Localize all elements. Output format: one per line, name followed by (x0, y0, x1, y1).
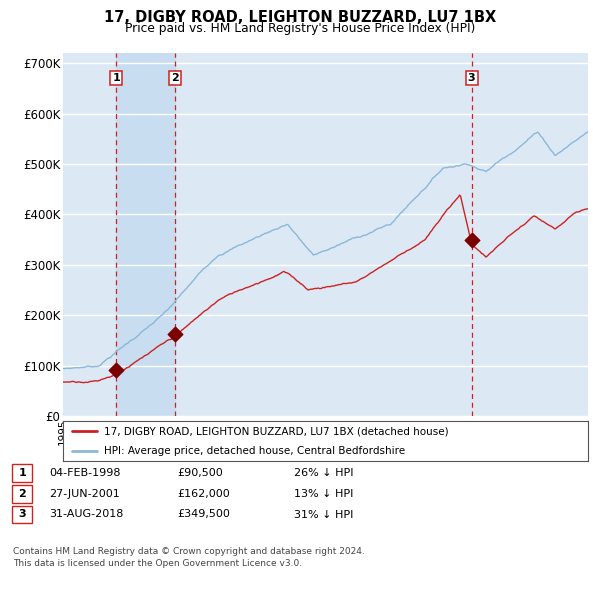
Point (170, 330, 180, 339)
Text: HPI: Average price, detached house, Central Bedfordshire: HPI: Average price, detached house, Cent… (104, 447, 405, 456)
Point (112, 366, 121, 375)
Text: 31% ↓ HPI: 31% ↓ HPI (294, 510, 353, 519)
Bar (116, 53, 175, 416)
Text: 2: 2 (171, 73, 179, 83)
Text: 27-JUN-2001: 27-JUN-2001 (49, 489, 120, 499)
Text: 26% ↓ HPI: 26% ↓ HPI (294, 468, 353, 478)
Text: 31-AUG-2018: 31-AUG-2018 (49, 510, 124, 519)
Text: Contains HM Land Registry data © Crown copyright and database right 2024.: Contains HM Land Registry data © Crown c… (13, 548, 365, 556)
Text: 17, DIGBY ROAD, LEIGHTON BUZZARD, LU7 1BX: 17, DIGBY ROAD, LEIGHTON BUZZARD, LU7 1B… (104, 10, 496, 25)
Text: 2: 2 (19, 489, 26, 499)
Text: This data is licensed under the Open Government Licence v3.0.: This data is licensed under the Open Gov… (13, 559, 302, 568)
Text: 04-FEB-1998: 04-FEB-1998 (49, 468, 121, 478)
Text: 1: 1 (112, 73, 120, 83)
Text: 13% ↓ HPI: 13% ↓ HPI (294, 489, 353, 499)
Text: Price paid vs. HM Land Registry's House Price Index (HPI): Price paid vs. HM Land Registry's House … (125, 22, 475, 35)
Text: 17, DIGBY ROAD, LEIGHTON BUZZARD, LU7 1BX (detached house): 17, DIGBY ROAD, LEIGHTON BUZZARD, LU7 1B… (104, 427, 449, 436)
Point (467, 235, 476, 244)
Text: 3: 3 (19, 510, 26, 519)
Text: 1: 1 (19, 468, 26, 478)
Text: £90,500: £90,500 (177, 468, 223, 478)
Text: 3: 3 (468, 73, 475, 83)
Text: £349,500: £349,500 (177, 510, 230, 519)
Text: £162,000: £162,000 (177, 489, 230, 499)
